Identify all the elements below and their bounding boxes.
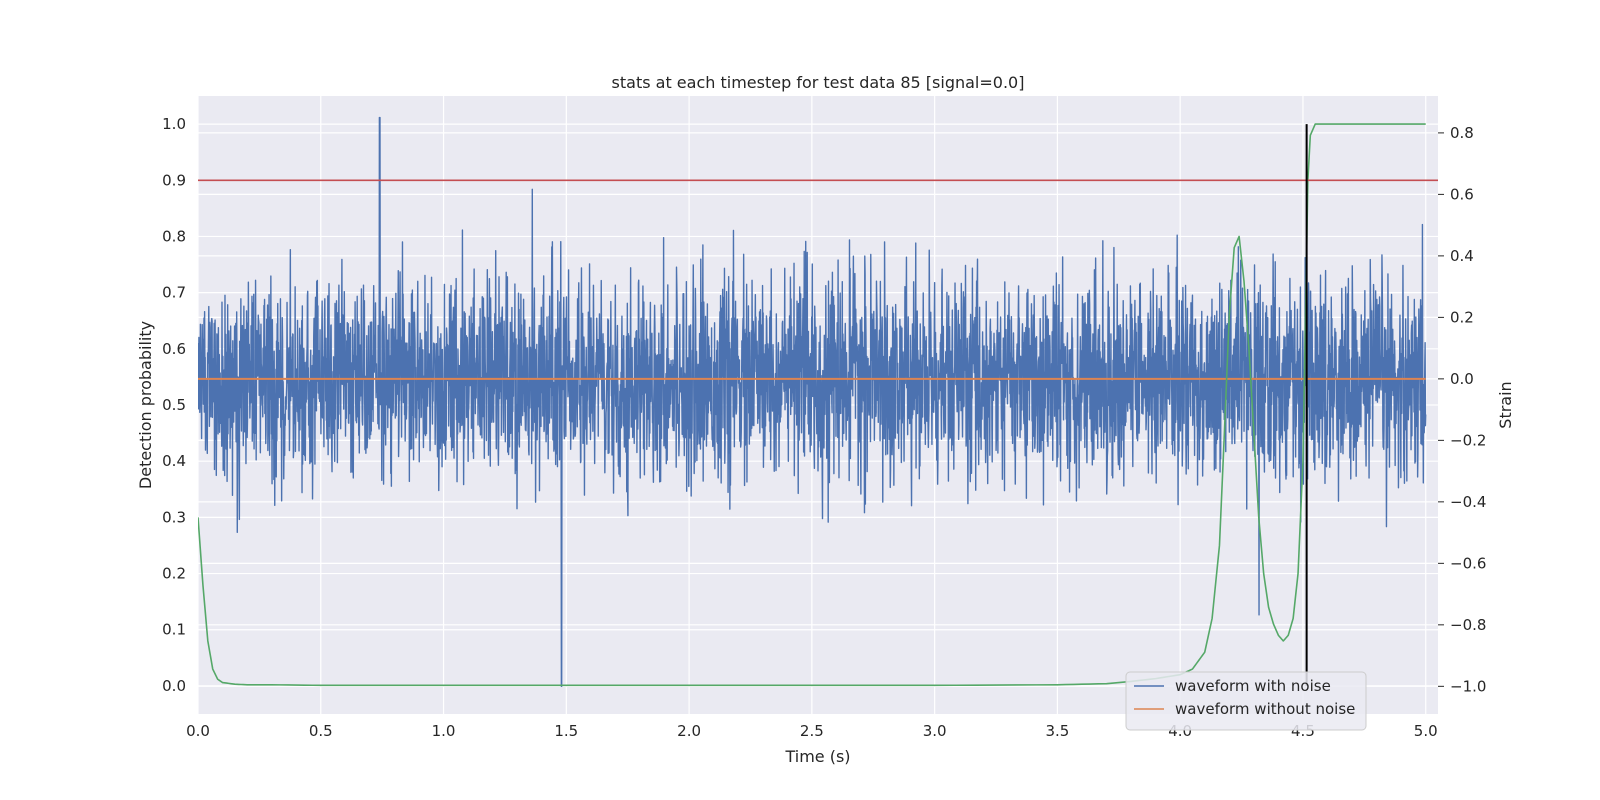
y-left-tick-label: 1.0 [162, 115, 186, 133]
legend-entry-noise: waveform with noise [1175, 677, 1331, 695]
y-left-tick-label: 0.2 [162, 565, 186, 583]
chart-title: stats at each timestep for test data 85 … [612, 73, 1025, 92]
ticks-layer: 0.0 0.5 1.0 1.5 2.0 2.5 3.0 3.5 4.0 4.5 5.00.00.10… [162, 115, 1486, 740]
y-left-tick-label: 0.5 [162, 396, 186, 414]
x-axis-label: Time (s) [784, 747, 850, 766]
x-tick-label: 2.5 [800, 722, 824, 740]
x-tick-label: 1.5 [554, 722, 578, 740]
y-right-tick-label: −0.8 [1450, 616, 1486, 634]
legend-entry-clean: waveform without noise [1175, 700, 1355, 718]
y-right-tick-label: −0.6 [1450, 554, 1486, 572]
y-right-tick-label: −0.2 [1450, 431, 1486, 449]
legend-box [1125, 671, 1367, 731]
series-waveform-with-noise [198, 116, 1427, 688]
y-left-tick-label: 0.9 [162, 171, 186, 189]
series-detection-probability [198, 123, 1426, 687]
y-axis-right-label: Strain [1496, 381, 1515, 428]
x-tick-label: 3.0 [923, 722, 947, 740]
x-tick-label: 2.0 [677, 722, 701, 740]
y-left-tick-label: 0.6 [162, 340, 186, 358]
y-left-tick-label: 0.1 [162, 621, 186, 639]
y-right-tick-label: 0.4 [1450, 247, 1474, 265]
y-left-tick-label: 0.4 [162, 452, 186, 470]
y-left-tick-label: 0.7 [162, 284, 186, 302]
y-right-tick-label: 0.2 [1450, 308, 1474, 326]
y-right-tick-label: 0.0 [1450, 370, 1474, 388]
y-right-tick-label: −0.4 [1450, 493, 1486, 511]
y-right-tick-label: 0.8 [1450, 124, 1474, 142]
y-axis-left-label: Detection probability [136, 321, 155, 489]
x-tick-label: 0.5 [309, 722, 333, 740]
y-left-tick-label: 0.0 [162, 677, 186, 695]
series-layer [198, 116, 1438, 688]
x-tick-label: 1.0 [432, 722, 456, 740]
x-tick-label: 5.0 [1414, 722, 1438, 740]
y-left-tick-label: 0.8 [162, 227, 186, 245]
x-tick-label: 3.5 [1045, 722, 1069, 740]
y-right-tick-label: 0.6 [1450, 185, 1474, 203]
legend: waveform with noise waveform without noi… [1125, 671, 1367, 731]
y-right-tick-label: −1.0 [1450, 677, 1486, 695]
y-left-tick-label: 0.3 [162, 508, 186, 526]
x-tick-label: 0.0 [186, 722, 210, 740]
